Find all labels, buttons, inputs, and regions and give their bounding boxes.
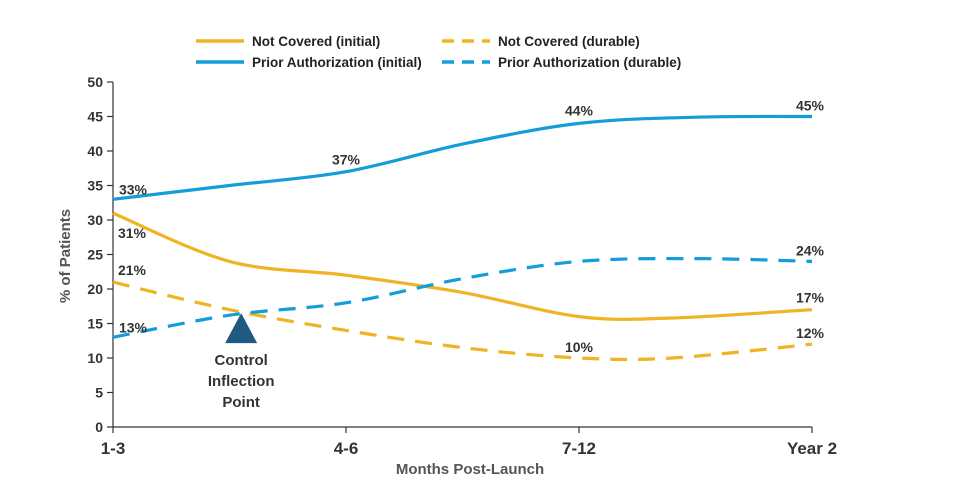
legend-label: Not Covered (initial) <box>252 34 380 49</box>
annotation-layer: Control Inflection Point <box>208 313 275 411</box>
data-label: 33% <box>119 181 148 197</box>
data-label: 37% <box>332 152 361 168</box>
legend-label: Prior Authorization (durable) <box>498 55 681 70</box>
data-label: 24% <box>796 242 825 258</box>
annotation-text: Inflection <box>208 373 275 390</box>
y-tick-label: 25 <box>87 247 103 263</box>
data-label: 17% <box>796 290 825 306</box>
y-tick-label: 0 <box>95 419 103 435</box>
data-label: 21% <box>118 262 147 278</box>
data-label-layer: 31% 17% 21% 10% 12% 33% 37% 44% 45% 13% 24% <box>118 98 825 356</box>
legend-item-not-covered-durable: Not Covered (durable) <box>442 34 640 49</box>
y-tick-label: 15 <box>87 316 103 332</box>
data-label: 10% <box>565 339 594 355</box>
series-line-prior-authorization-initial <box>112 114 813 201</box>
data-label: 12% <box>796 325 825 341</box>
annotation-text: Point <box>222 394 260 411</box>
inflection-point-marker <box>225 313 258 344</box>
chart-legend: Not Covered (initial) Not Covered (durabl… <box>196 34 681 70</box>
series-line-not-covered-initial <box>112 211 813 321</box>
x-axis-title: Months Post-Launch <box>396 461 544 478</box>
y-tick-label: 10 <box>87 350 103 366</box>
x-tick-label: 1-3 <box>101 439 126 458</box>
y-axis-title: % of Patients <box>57 209 74 303</box>
y-tick-label: 5 <box>95 385 103 401</box>
y-tick-label: 35 <box>87 178 103 194</box>
y-tick-label: 45 <box>87 109 103 125</box>
legend-label: Not Covered (durable) <box>498 34 640 49</box>
legend-item-not-covered-initial: Not Covered (initial) <box>196 34 380 49</box>
x-tick-label: 7-12 <box>562 439 596 458</box>
legend-item-prior-authorization-durable: Prior Authorization (durable) <box>442 55 681 70</box>
data-label: 45% <box>796 98 825 114</box>
y-tick-label: 50 <box>87 74 103 90</box>
y-axis: 0 5 10 15 20 25 30 35 40 45 50 <box>87 74 114 435</box>
series-layer <box>112 114 813 362</box>
x-tick-label: Year 2 <box>787 439 837 458</box>
data-label: 44% <box>565 102 594 118</box>
x-tick-label: 4-6 <box>334 439 359 458</box>
data-label: 13% <box>119 319 148 335</box>
y-tick-label: 40 <box>87 143 103 159</box>
legend-label: Prior Authorization (initial) <box>252 55 422 70</box>
y-tick-label: 30 <box>87 212 103 228</box>
y-tick-label: 20 <box>87 281 103 297</box>
series-line-not-covered-durable <box>112 280 813 362</box>
data-label: 31% <box>118 225 147 241</box>
annotation-text: Control <box>214 352 267 369</box>
legend-item-prior-authorization-initial: Prior Authorization (initial) <box>196 55 422 70</box>
x-axis: 1-3 4-6 7-12 Year 2 <box>101 426 837 458</box>
series-line-prior-authorization-durable <box>112 256 813 339</box>
